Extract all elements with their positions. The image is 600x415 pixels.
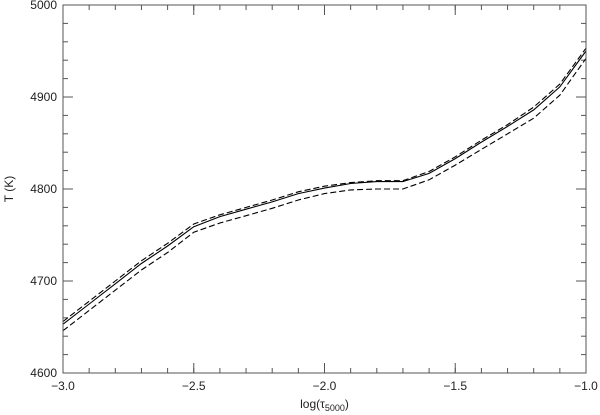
y-axis-label: T (K) [2, 176, 16, 202]
x-tick-label: −1.5 [443, 379, 467, 393]
series-line-2-dashed [62, 47, 587, 322]
y-tick-label: 4600 [30, 366, 57, 380]
y-tick-label: 4800 [30, 182, 57, 196]
x-tick-label: −1.0 [574, 379, 598, 393]
x-axis-label-close: ) [345, 397, 349, 411]
series-layer [62, 47, 587, 332]
series-line-1-solid [62, 50, 587, 325]
x-axis-label-subscript: 5000 [325, 403, 345, 413]
y-tick-labels: 4600 4700 4800 4900 5000 [30, 0, 57, 380]
x-axis-label-main: log(τ [300, 397, 325, 411]
series-line-3-dashed [62, 58, 587, 332]
x-tick-label: −2.0 [313, 379, 337, 393]
y-tick-label: 5000 [30, 0, 57, 12]
y-tick-label: 4900 [30, 90, 57, 104]
x-tick-label: −2.5 [182, 379, 206, 393]
plot-frame [62, 4, 587, 374]
x-tick-labels: −3.0 −2.5 −2.0 −1.5 −1.0 [51, 379, 598, 393]
y-tick-label: 4700 [30, 274, 57, 288]
x-axis-label: log(τ5000) [300, 397, 349, 413]
x-tick-label: −3.0 [51, 379, 75, 393]
